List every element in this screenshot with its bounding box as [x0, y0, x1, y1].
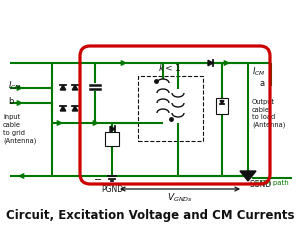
Text: $I_{CM}$: $I_{CM}$ [252, 65, 266, 78]
Text: +CM path: +CM path [254, 179, 289, 185]
Text: a: a [260, 79, 265, 88]
Polygon shape [72, 86, 78, 91]
Polygon shape [72, 106, 78, 112]
Text: PGND: PGND [101, 184, 123, 193]
Polygon shape [240, 171, 256, 181]
Text: b: b [8, 97, 14, 106]
Text: Circuit, Excitation Voltage and CM Currents: Circuit, Excitation Voltage and CM Curre… [6, 209, 294, 222]
Text: Input
cable
to grid
(Antenna): Input cable to grid (Antenna) [3, 114, 36, 143]
Text: $I_{CM}$: $I_{CM}$ [8, 79, 22, 92]
Polygon shape [60, 106, 66, 112]
Text: $k < 1$: $k < 1$ [158, 62, 182, 73]
Text: $V_{GNDs}$: $V_{GNDs}$ [167, 191, 193, 204]
Polygon shape [110, 127, 115, 132]
Text: Output
cable
to load
(Antenna): Output cable to load (Antenna) [252, 99, 285, 128]
Polygon shape [60, 86, 66, 91]
Polygon shape [208, 61, 213, 67]
Bar [105, 132, 119, 146]
Text: SGND: SGND [250, 179, 272, 188]
Bar [138, 77, 203, 141]
Polygon shape [220, 101, 224, 105]
Bar [216, 99, 228, 115]
Text: $-$: $-$ [93, 172, 103, 182]
